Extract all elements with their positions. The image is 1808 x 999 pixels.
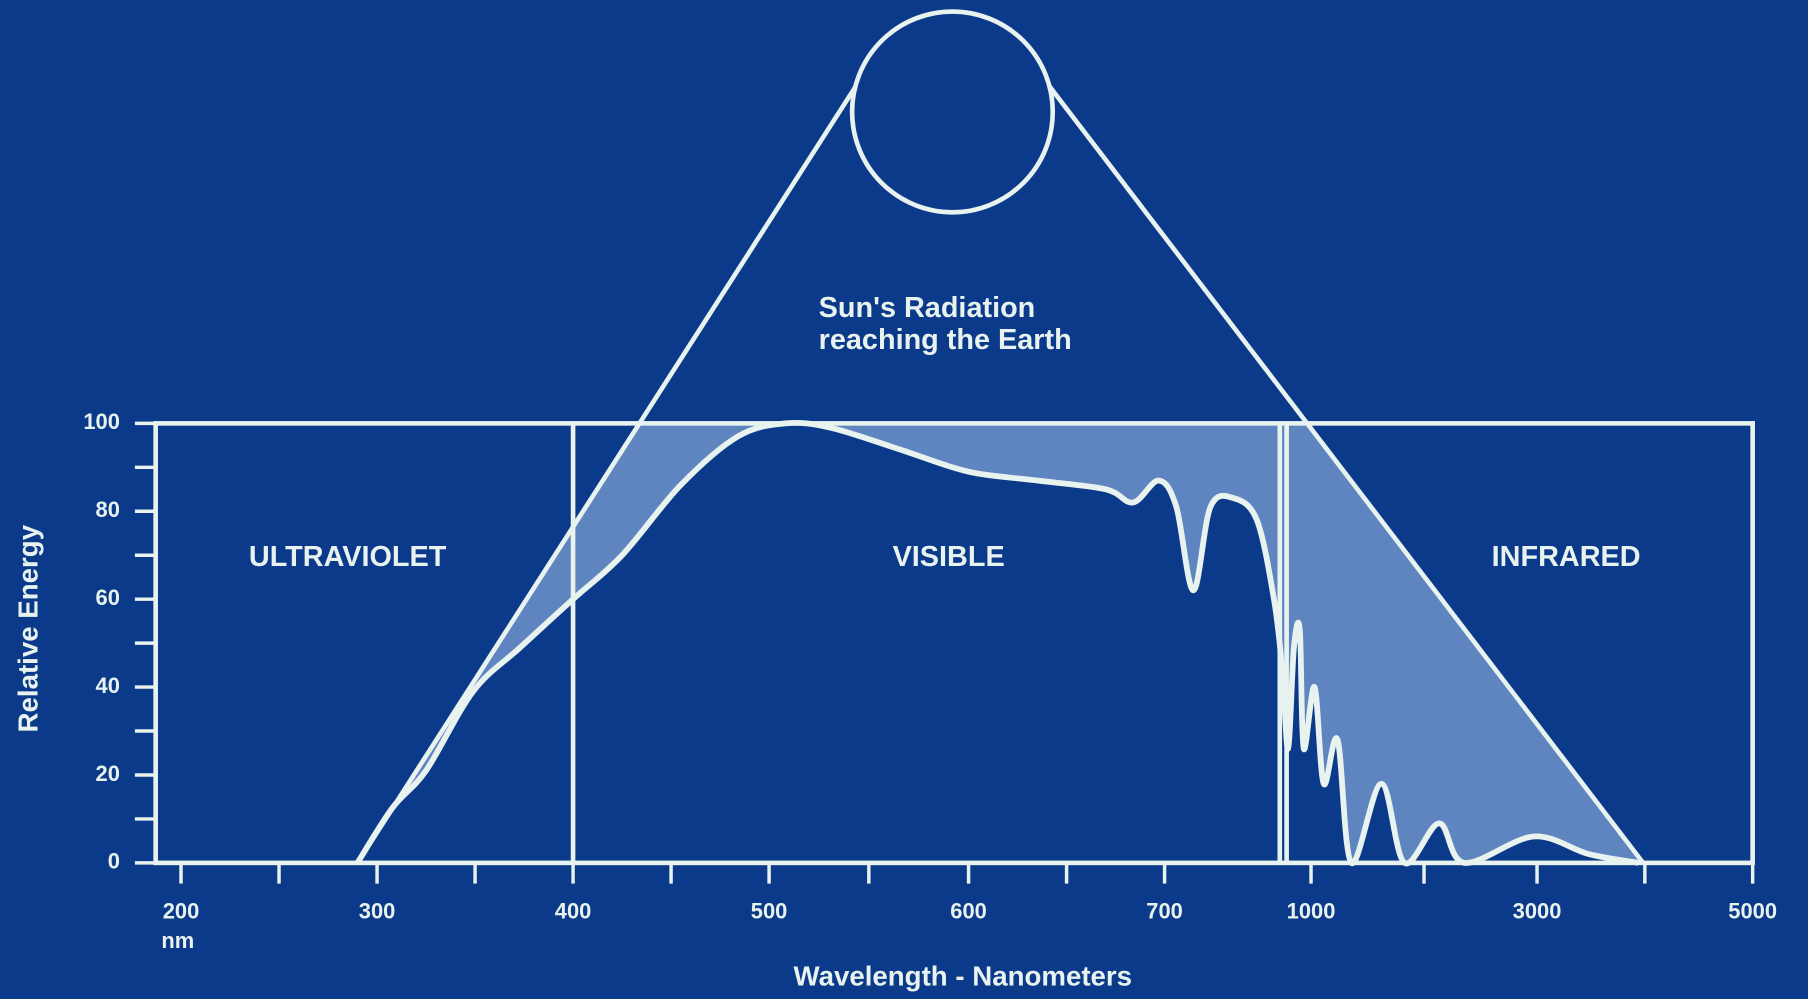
x-tick-label: 1000 — [1287, 898, 1336, 923]
y-axis-title: Relative Energy — [12, 524, 43, 732]
x-tick-label: 500 — [751, 898, 788, 923]
x-tick-label: 400 — [555, 898, 592, 923]
region-label: VISIBLE — [893, 541, 1005, 573]
chart-subtitle: reaching the Earth — [819, 324, 1072, 356]
sun — [849, 9, 1056, 215]
x-unit-label: nm — [161, 928, 194, 953]
x-tick-label: 200 — [163, 898, 200, 923]
y-tick-label: 80 — [96, 497, 120, 522]
y-tick-label: 60 — [96, 585, 120, 610]
y-tick-label: 100 — [83, 409, 120, 434]
region-label: ULTRAVIOLET — [249, 541, 447, 573]
region-label: INFRARED — [1492, 541, 1641, 573]
plot-group: ULTRAVIOLET VISIBLE INFRARED 0 20 40 60 80 100 20… — [83, 9, 1777, 923]
chart-title: Sun's Radiation — [819, 292, 1036, 324]
x-tick-label: 600 — [950, 898, 987, 923]
spectrum-line — [355, 419, 1639, 867]
y-tick-label: 0 — [108, 849, 120, 874]
x-tick-label: 300 — [359, 898, 396, 923]
x-tick-label: 5000 — [1728, 898, 1777, 923]
y-tick-label: 40 — [96, 673, 120, 698]
x-tick-label: 700 — [1146, 898, 1183, 923]
x-tick-label: 3000 — [1513, 898, 1562, 923]
x-axis-title: Wavelength - Nanometers — [794, 961, 1133, 992]
y-tick-label: 20 — [96, 761, 120, 786]
